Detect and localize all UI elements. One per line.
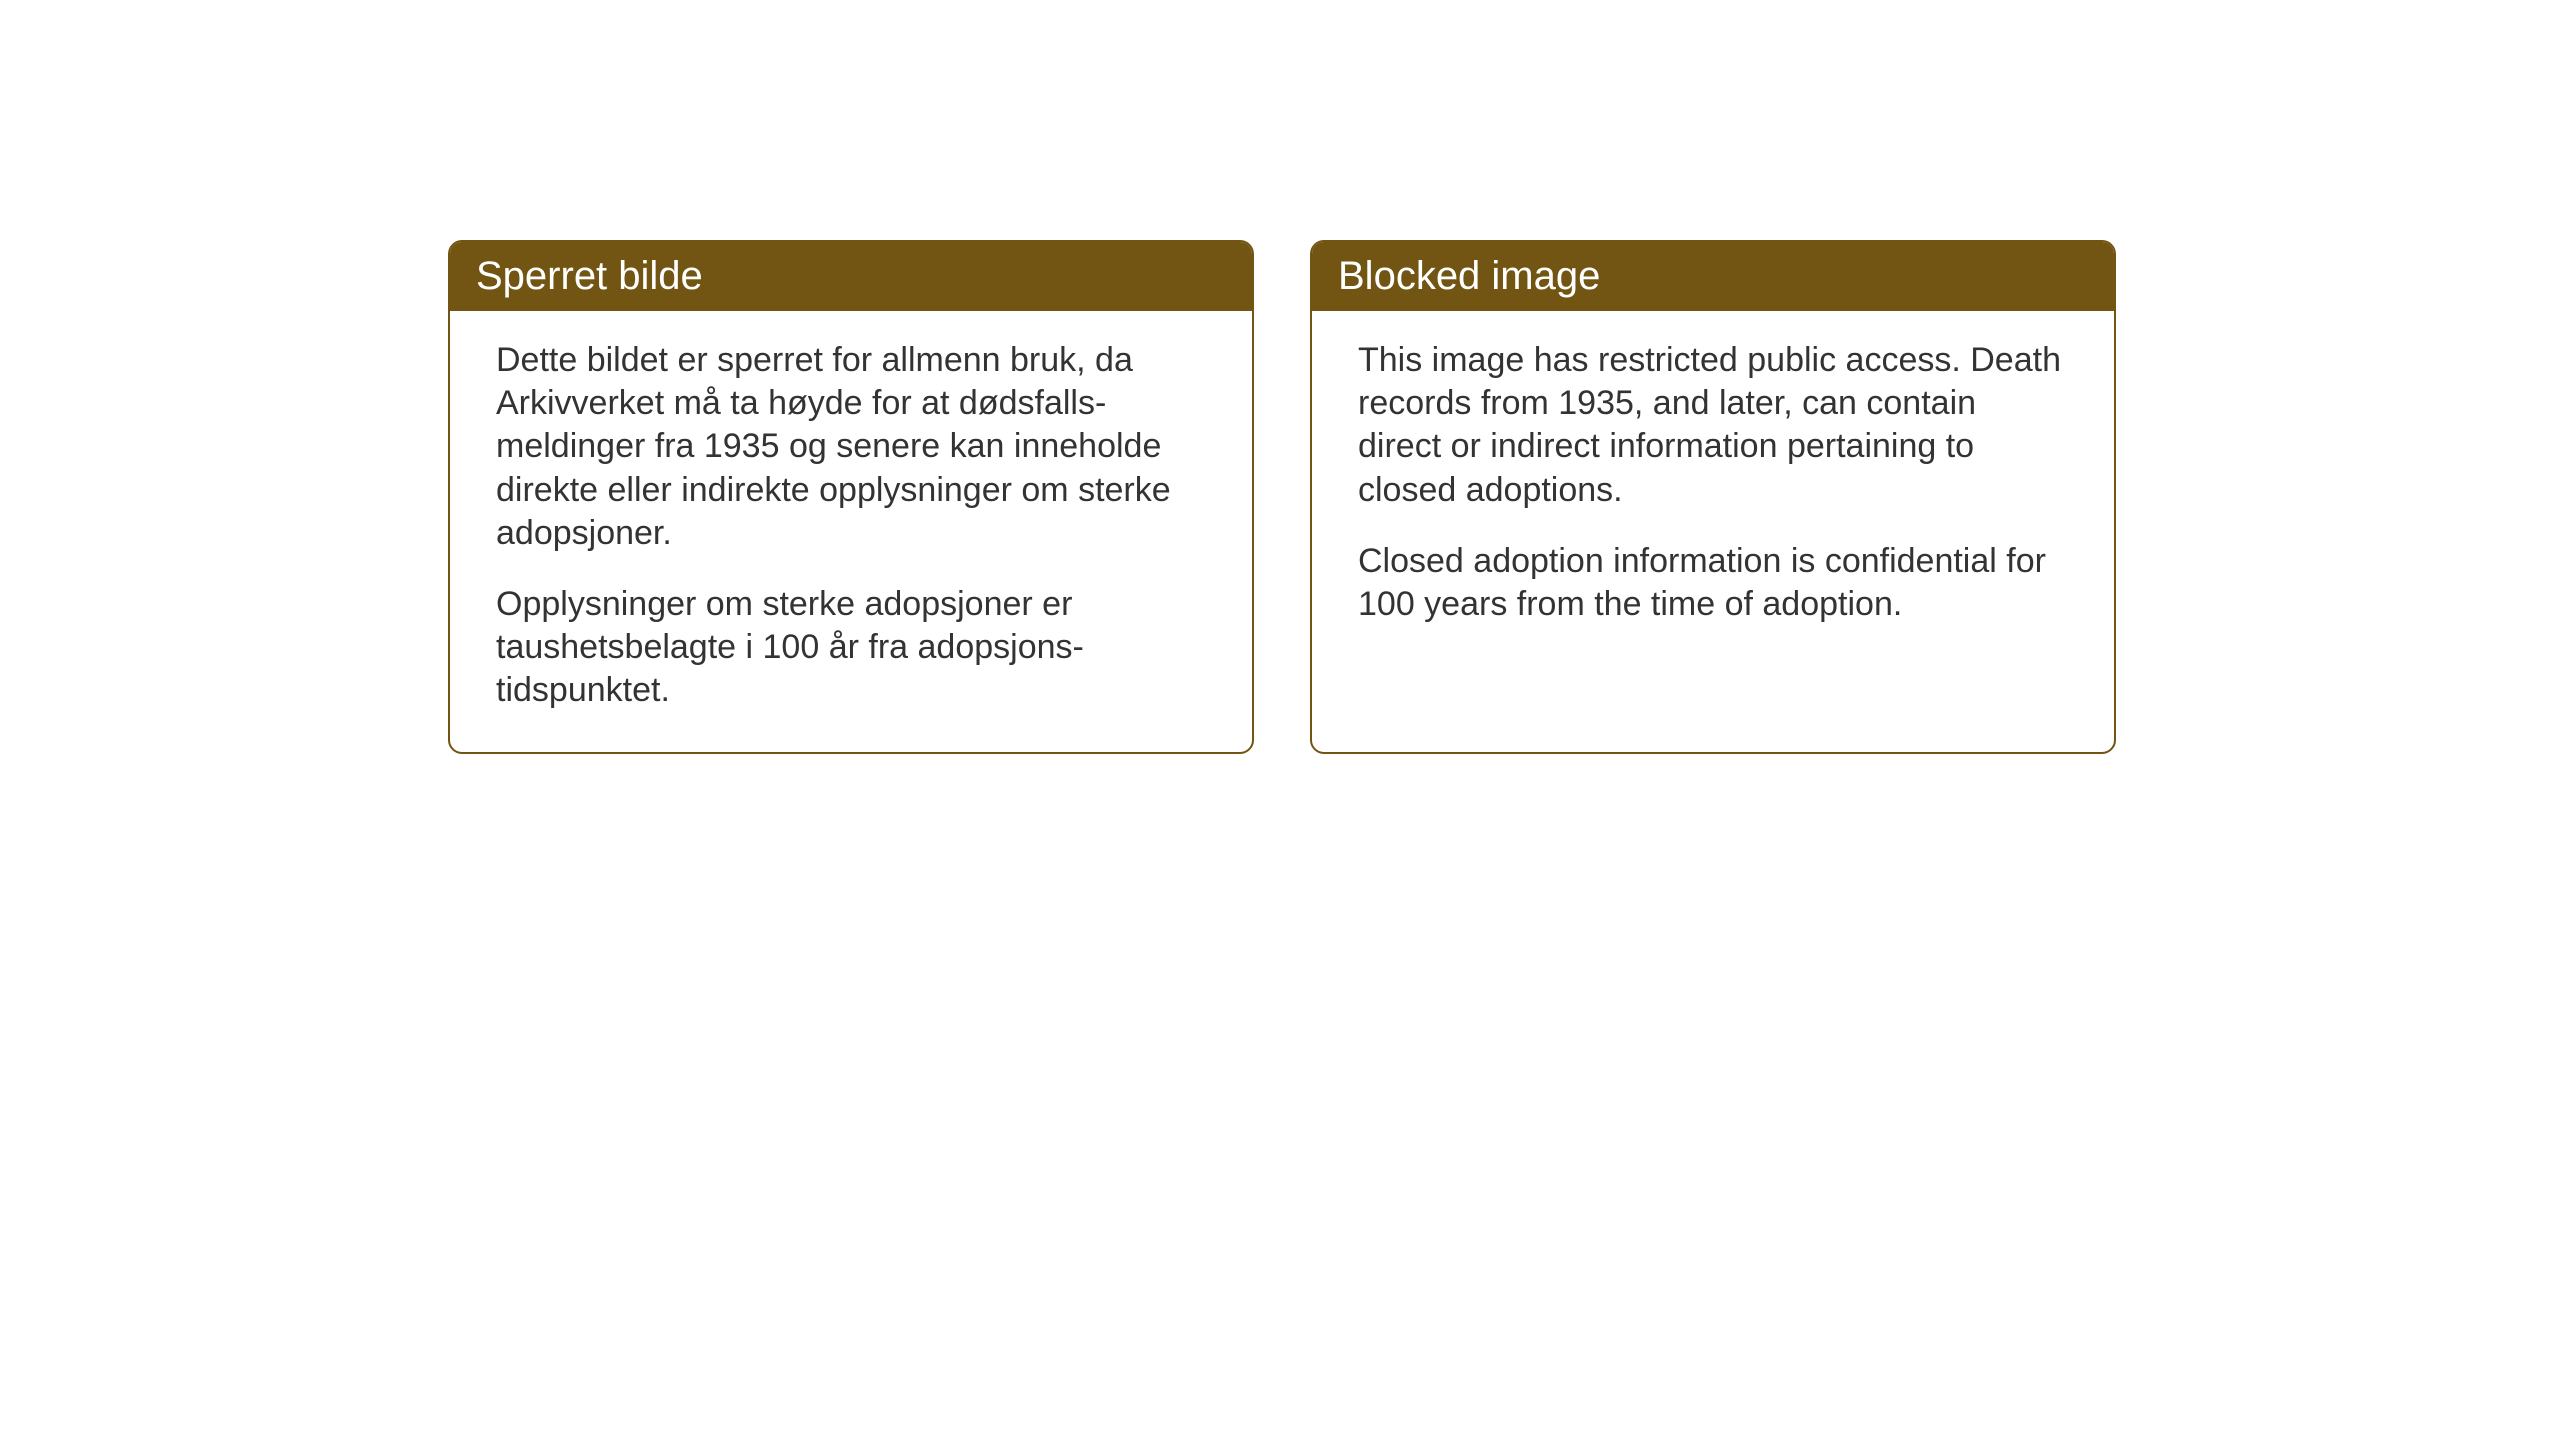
card-body-english: This image has restricted public access.… — [1312, 311, 2114, 666]
card-body-norwegian: Dette bildet er sperret for allmenn bruk… — [450, 311, 1252, 752]
info-card-norwegian: Sperret bilde Dette bildet er sperret fo… — [448, 240, 1254, 754]
card-header-norwegian: Sperret bilde — [450, 242, 1252, 311]
info-card-english: Blocked image This image has restricted … — [1310, 240, 2116, 754]
card-header-english: Blocked image — [1312, 242, 2114, 311]
card-paragraph: Dette bildet er sperret for allmenn bruk… — [496, 339, 1206, 555]
card-paragraph: Closed adoption information is confident… — [1358, 540, 2068, 626]
card-paragraph: Opplysninger om sterke adopsjoner er tau… — [496, 583, 1206, 713]
card-paragraph: This image has restricted public access.… — [1358, 339, 2068, 512]
info-cards-container: Sperret bilde Dette bildet er sperret fo… — [448, 240, 2116, 754]
